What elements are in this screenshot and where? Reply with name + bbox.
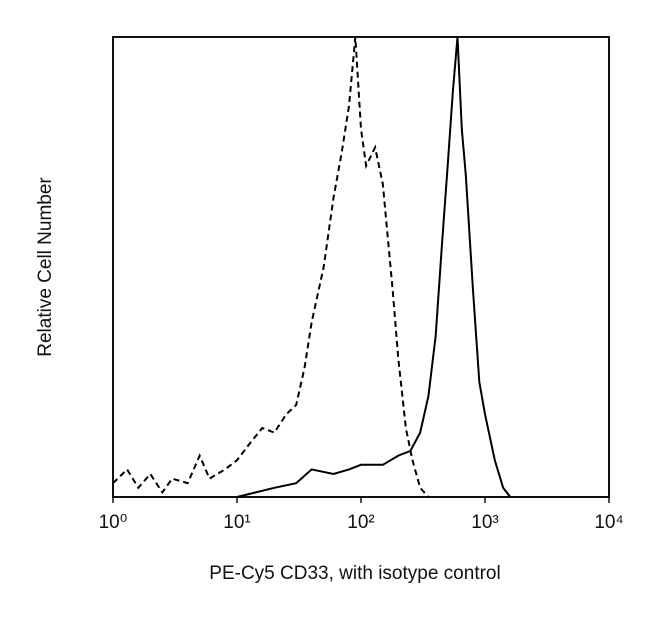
- histogram-line: [236, 36, 512, 498]
- x-tick-label: 10⁴: [594, 512, 623, 533]
- x-tick-label: 10¹: [223, 512, 250, 533]
- x-tick-label: 10²: [347, 512, 374, 533]
- x-tick-label: 10⁰: [99, 512, 128, 533]
- x-axis-label: PE-Cy5 CD33, with isotype control: [209, 563, 500, 584]
- y-axis-label: Relative Cell Number: [35, 177, 56, 357]
- plot-frame: [112, 36, 610, 498]
- x-tick-label: 10³: [471, 512, 498, 533]
- histogram-line: [112, 36, 430, 498]
